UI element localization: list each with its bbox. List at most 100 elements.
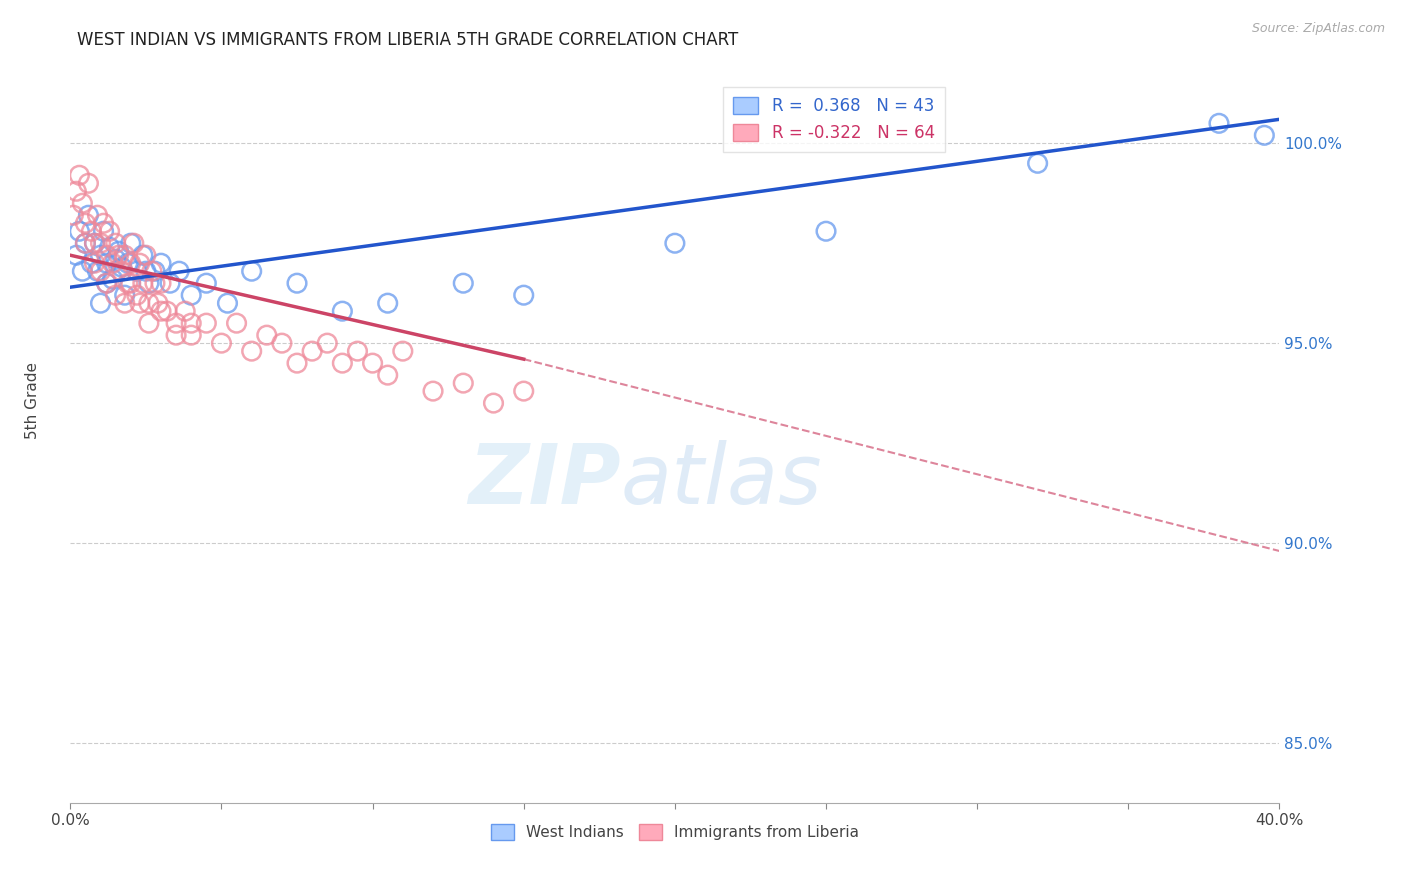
- Point: [83, 236, 105, 251]
- Point: [1208, 116, 1230, 130]
- Point: [143, 276, 166, 290]
- Point: [422, 384, 444, 398]
- Point: [111, 264, 134, 278]
- Point: [195, 316, 218, 330]
- Point: [513, 288, 536, 302]
- Point: [167, 264, 190, 278]
- Point: [664, 236, 686, 251]
- Point: [377, 368, 399, 383]
- Point: [107, 248, 129, 262]
- Point: [67, 169, 90, 183]
- Point: [132, 248, 155, 262]
- Point: [114, 248, 136, 262]
- Point: [90, 248, 111, 262]
- Point: [453, 276, 475, 290]
- Point: [86, 208, 108, 222]
- Point: [143, 264, 166, 278]
- Point: [111, 260, 134, 275]
- Point: [135, 248, 157, 262]
- Point: [128, 296, 150, 310]
- Point: [93, 216, 115, 230]
- Point: [361, 356, 384, 370]
- Point: [120, 256, 142, 270]
- Point: [180, 288, 202, 302]
- Point: [62, 208, 84, 222]
- Text: Source: ZipAtlas.com: Source: ZipAtlas.com: [1251, 22, 1385, 36]
- Point: [482, 396, 505, 410]
- Point: [96, 276, 118, 290]
- Point: [80, 224, 103, 238]
- Point: [83, 256, 105, 270]
- Point: [156, 304, 179, 318]
- Point: [285, 356, 308, 370]
- Point: [174, 304, 197, 318]
- Point: [150, 276, 173, 290]
- Point: [1026, 156, 1049, 170]
- Point: [117, 276, 139, 290]
- Point: [77, 176, 100, 190]
- Point: [135, 264, 157, 278]
- Point: [377, 296, 399, 310]
- Point: [90, 296, 111, 310]
- Legend: West Indians, Immigrants from Liberia: West Indians, Immigrants from Liberia: [485, 818, 865, 847]
- Point: [96, 256, 118, 270]
- Point: [98, 240, 121, 254]
- Text: ZIP: ZIP: [468, 441, 620, 522]
- Point: [391, 344, 415, 359]
- Point: [125, 288, 148, 302]
- Point: [120, 276, 142, 290]
- Point: [180, 328, 202, 343]
- Point: [346, 344, 368, 359]
- Point: [141, 264, 163, 278]
- Point: [150, 256, 173, 270]
- Point: [138, 316, 160, 330]
- Point: [117, 256, 139, 270]
- Point: [217, 296, 239, 310]
- Point: [159, 276, 181, 290]
- Point: [165, 316, 187, 330]
- Point: [240, 264, 263, 278]
- Point: [120, 236, 142, 251]
- Point: [75, 236, 97, 251]
- Point: [146, 296, 169, 310]
- Point: [132, 276, 155, 290]
- Point: [332, 356, 354, 370]
- Point: [815, 224, 838, 238]
- Point: [80, 256, 103, 270]
- Point: [96, 276, 118, 290]
- Point: [98, 224, 121, 238]
- Point: [93, 224, 115, 238]
- Point: [128, 256, 150, 270]
- Point: [453, 376, 475, 391]
- Point: [150, 304, 173, 318]
- Point: [86, 264, 108, 278]
- Point: [114, 296, 136, 310]
- Point: [101, 272, 124, 286]
- Point: [332, 304, 354, 318]
- Point: [122, 236, 145, 251]
- Point: [75, 236, 97, 251]
- Point: [211, 336, 233, 351]
- Point: [67, 224, 90, 238]
- Point: [316, 336, 339, 351]
- Point: [240, 344, 263, 359]
- Point: [96, 248, 118, 262]
- Point: [72, 196, 94, 211]
- Point: [165, 328, 187, 343]
- Text: atlas: atlas: [620, 441, 823, 522]
- Point: [180, 316, 202, 330]
- Text: WEST INDIAN VS IMMIGRANTS FROM LIBERIA 5TH GRADE CORRELATION CHART: WEST INDIAN VS IMMIGRANTS FROM LIBERIA 5…: [77, 31, 738, 49]
- Point: [513, 384, 536, 398]
- Point: [90, 264, 111, 278]
- Point: [270, 336, 294, 351]
- Point: [65, 184, 87, 198]
- Point: [138, 276, 160, 290]
- Point: [285, 276, 308, 290]
- Point: [104, 288, 127, 302]
- Y-axis label: 5th Grade: 5th Grade: [25, 362, 39, 439]
- Point: [256, 328, 278, 343]
- Point: [90, 236, 111, 251]
- Point: [75, 216, 97, 230]
- Point: [77, 208, 100, 222]
- Point: [104, 236, 127, 251]
